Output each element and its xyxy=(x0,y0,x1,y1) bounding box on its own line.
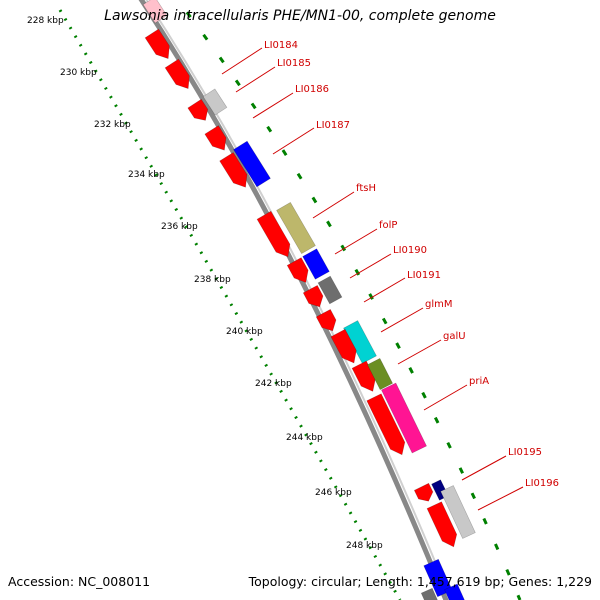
gene-feature xyxy=(219,152,248,188)
gene-feature xyxy=(286,257,309,283)
tick-label: 232 kbp xyxy=(94,120,131,130)
gene-feature xyxy=(204,125,227,151)
gene-feature xyxy=(302,285,324,308)
genome-summary-text: Topology: circular; Length: 1,457,619 bp… xyxy=(248,574,592,589)
gene-label-leader-line xyxy=(235,66,276,93)
gene-label: LI0187 xyxy=(316,120,350,131)
gene-feature xyxy=(315,309,337,332)
gene-label: priA xyxy=(469,376,489,387)
gene-label: LI0185 xyxy=(277,58,311,69)
tick-label: 230 kbp xyxy=(60,68,97,78)
gene-feature xyxy=(317,275,343,305)
gene-feature xyxy=(420,587,440,600)
gene-feature xyxy=(276,201,316,255)
gene-label-leader-line xyxy=(477,486,524,511)
gene-label: LI0191 xyxy=(407,270,441,281)
gene-label: ftsH xyxy=(356,183,376,194)
gene-label: LI0186 xyxy=(295,84,329,95)
gene-label: LI0196 xyxy=(525,478,559,489)
gene-feature xyxy=(142,0,168,24)
accession-text: Accession: NC_008011 xyxy=(8,574,151,589)
tick-label: 228 kbp xyxy=(27,16,64,26)
gene-label-leader-line xyxy=(380,307,424,333)
gene-feature xyxy=(256,210,291,258)
gene-feature xyxy=(381,382,427,454)
gene-feature xyxy=(440,485,476,539)
gene-label: galU xyxy=(443,331,466,342)
gene-feature xyxy=(187,98,209,121)
gene-feature xyxy=(330,328,357,364)
gene-label-leader-line xyxy=(363,277,406,303)
ruler-inner-line xyxy=(58,9,402,600)
gene-feature xyxy=(202,88,228,116)
gene-features xyxy=(142,0,476,600)
gene-label-leader-line xyxy=(312,191,355,219)
gene-labels: LI0184 LI0185 LI0186 LI0187 ftsH folP LI0190 LI… xyxy=(221,40,559,511)
gene-label: LI0195 xyxy=(508,447,542,458)
map-title: Lawsonia intracellularis PHE/MN1-00, com… xyxy=(104,8,496,24)
gene-label: folP xyxy=(379,220,397,231)
gene-label-leader-line xyxy=(423,384,468,411)
genome-backbone xyxy=(138,0,449,600)
tick-label: 246 kbp xyxy=(315,488,352,498)
tick-labels: 228 kbp 230 kbp 232 kbp 234 kbp 236 kbp 238 k… xyxy=(27,16,383,551)
gene-feature xyxy=(164,58,190,89)
gene-feature xyxy=(367,357,393,391)
tick-label: 244 kbp xyxy=(286,433,323,443)
tick-label: 248 kbp xyxy=(346,541,383,551)
gene-label-leader-line xyxy=(461,455,507,481)
gene-feature xyxy=(233,140,271,188)
gene-feature xyxy=(426,501,458,548)
gene-label: glmM xyxy=(425,299,453,310)
tick-label: 240 kbp xyxy=(226,327,263,337)
gene-feature xyxy=(444,583,466,600)
gene-label: LI0190 xyxy=(393,245,427,256)
gene-label-leader-line xyxy=(221,47,263,75)
gene-feature xyxy=(366,393,406,456)
gene-label-leader-line xyxy=(334,228,378,255)
gene-label-leader-line xyxy=(272,127,315,155)
tick-label: 234 kbp xyxy=(128,170,165,180)
tick-label: 238 kbp xyxy=(194,275,231,285)
ruler-outer-line xyxy=(175,0,522,600)
gene-feature xyxy=(413,482,434,502)
tick-label: 236 kbp xyxy=(161,222,198,232)
gene-label: LI0184 xyxy=(264,40,298,51)
gene-feature xyxy=(423,558,453,598)
gene-feature xyxy=(302,248,330,280)
tick-label: 242 kbp xyxy=(255,379,292,389)
gene-feature xyxy=(144,28,170,59)
gene-label-leader-line xyxy=(397,339,442,365)
gene-label-leader-line xyxy=(349,253,392,279)
gene-label-leader-line xyxy=(252,92,294,119)
